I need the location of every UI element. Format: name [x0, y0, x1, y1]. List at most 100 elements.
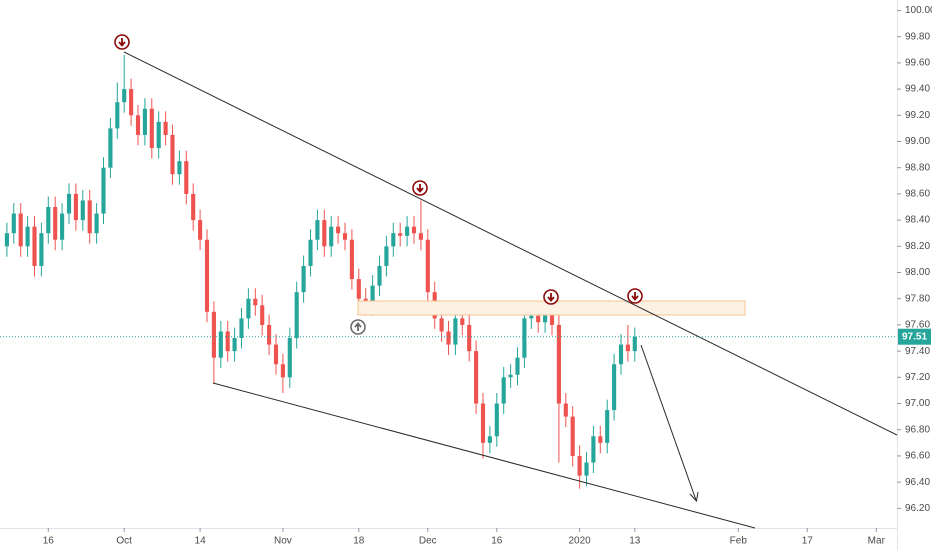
candle-body [501, 377, 506, 404]
candle-body [177, 161, 182, 175]
candle-body [480, 403, 486, 443]
candle-body [536, 315, 541, 323]
last-price-box [898, 328, 931, 345]
candle-body [356, 279, 361, 299]
candle-body [204, 239, 210, 312]
candle-body [18, 213, 23, 247]
candle-body [115, 102, 120, 129]
y-tick-label: 96.40 [905, 477, 930, 488]
candle-body [225, 331, 230, 352]
y-tick-label: 99.60 [905, 58, 930, 69]
candle-body [522, 318, 527, 358]
candle-body [605, 410, 610, 443]
x-tick-label: 16 [43, 536, 55, 547]
candle-body [87, 200, 92, 234]
candle-body [556, 324, 561, 404]
candle-body [308, 239, 313, 266]
x-tick-label: Dec [419, 536, 437, 547]
candle-body [618, 344, 624, 365]
candle-body [349, 239, 354, 280]
candle-body [322, 220, 327, 247]
candle-body [163, 121, 168, 135]
candle-body [32, 226, 37, 266]
down-arrow-icon [543, 289, 559, 305]
x-tick-label: Feb [730, 536, 748, 547]
candle-body [467, 324, 472, 352]
x-tick-label: 17 [802, 536, 814, 547]
candle-body [267, 324, 272, 345]
candle-body [149, 108, 154, 149]
candle-body [184, 161, 189, 194]
candle-body [129, 89, 134, 116]
candles [4, 55, 637, 489]
y-tick-label: 96.20 [905, 503, 930, 514]
x-tick-label: Nov [274, 536, 292, 547]
candle-body [4, 233, 9, 247]
candle-body [549, 311, 555, 325]
candle-body [632, 336, 637, 352]
candle-body [474, 351, 479, 404]
candle-body [418, 233, 423, 240]
x-tick-label: 18 [353, 536, 365, 547]
candle-body [239, 318, 244, 339]
y-tick-label: 97.60 [905, 320, 930, 331]
candle-body [66, 193, 72, 214]
x-tick-label: Oct [116, 536, 132, 547]
lower-trendline [212, 382, 756, 529]
candle-body [508, 374, 513, 378]
candle-body [315, 220, 320, 240]
y-tick-label: 100.00 [905, 5, 932, 16]
candle-body [60, 213, 65, 240]
candle-body [101, 167, 106, 214]
candle-body [529, 315, 534, 319]
arrow-head [689, 491, 699, 503]
y-tick-label: 98.80 [905, 162, 930, 173]
y-tick-label: 97.00 [905, 398, 930, 409]
candle-body [253, 298, 258, 306]
candle-body [329, 226, 334, 247]
candle-body [273, 344, 279, 365]
candle-body [142, 108, 147, 135]
y-tick-label: 98.00 [905, 267, 930, 278]
candle-body [287, 338, 292, 378]
candle-body [73, 193, 78, 221]
candle-body [301, 265, 306, 293]
candle-body [211, 311, 216, 358]
candle-body [584, 462, 589, 476]
y-tick-label: 99.40 [905, 84, 930, 95]
down-arrow-icon [627, 288, 643, 304]
candle-body [487, 436, 492, 443]
y-tick-label: 96.80 [905, 424, 930, 435]
down-arrow-icon [412, 180, 428, 196]
y-tick-label: 99.00 [905, 136, 930, 147]
candle-body [336, 226, 341, 234]
x-tick-label: 14 [195, 536, 207, 547]
y-tick-label: 96.60 [905, 451, 930, 462]
candle-body [39, 233, 44, 266]
candle-body [80, 200, 85, 221]
candle-body [598, 436, 603, 443]
candle-body [53, 207, 58, 240]
candle-body [591, 436, 596, 463]
y-tick-label: 98.20 [905, 241, 930, 252]
candle-body [543, 311, 548, 323]
candle-body [191, 193, 196, 221]
candle-body [46, 207, 51, 234]
candle-body [625, 344, 630, 352]
y-tick-label: 99.80 [905, 31, 930, 42]
x-tick-label: 16 [491, 536, 503, 547]
y-tick-label: 97.20 [905, 372, 930, 383]
candle-body [494, 403, 499, 437]
candle-body [398, 233, 403, 236]
candle-body [515, 357, 520, 375]
x-tick-label: 2020 [568, 536, 591, 547]
candle-body [453, 318, 458, 345]
axes: 96.20 96.40 96.60 96.80 97.00 97.20 97.40 97.60… [0, 5, 932, 547]
candle-body [122, 89, 127, 103]
y-tick-label: 97.40 [905, 346, 930, 357]
x-tick-label: 13 [629, 536, 641, 547]
candle-body [11, 213, 16, 234]
candle-body [218, 331, 223, 358]
